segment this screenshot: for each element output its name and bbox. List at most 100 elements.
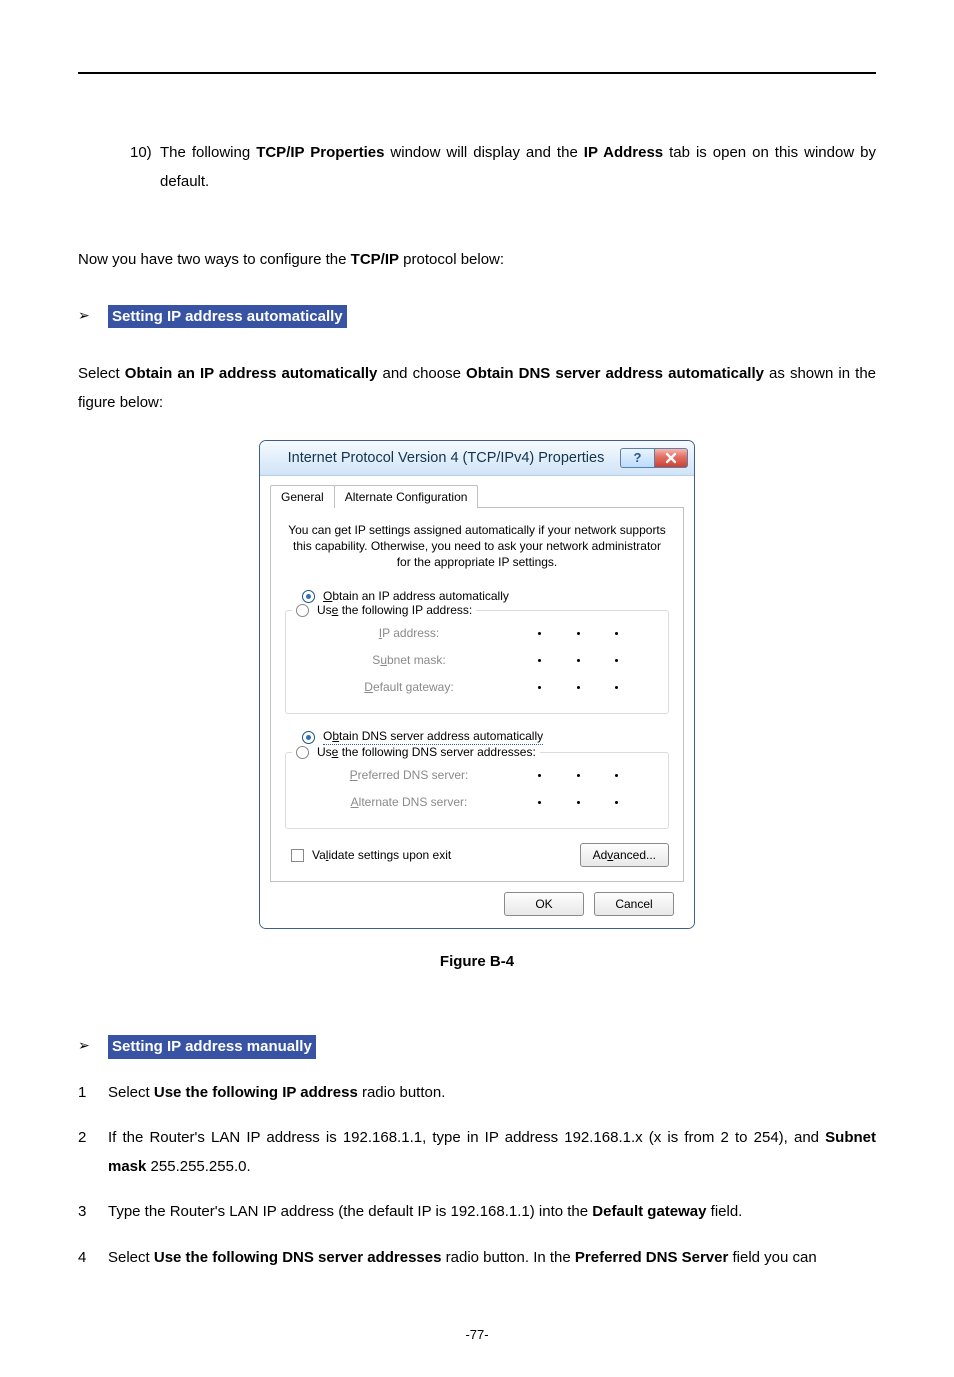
adns-input (498, 791, 658, 813)
t: the following IP address: (338, 603, 472, 617)
help-button[interactable]: ? (620, 448, 654, 468)
t: the following DNS server addresses: (338, 745, 535, 759)
radio-icon (302, 590, 315, 603)
t: P address: (382, 626, 439, 640)
tab-alternate-configuration[interactable]: Alternate Configuration (334, 485, 479, 508)
intro-para: Now you have two ways to configure the T… (78, 245, 876, 274)
t: P (350, 768, 358, 782)
chevron-icon: ➢ (78, 302, 108, 329)
t: btain an IP address automatically (332, 589, 509, 603)
step-number: 10) (130, 138, 160, 197)
radio-obtain-ip[interactable]: Obtain an IP address automatically (302, 589, 658, 603)
t: Us (317, 745, 332, 759)
t: bnet mask: (387, 653, 446, 667)
t-bold: Obtain an IP address automatically (125, 365, 378, 382)
ip-input (498, 622, 658, 644)
t: Select (108, 1084, 154, 1101)
radio-icon (302, 731, 315, 744)
t: idate settings upon exit (328, 848, 451, 862)
checkbox-validate[interactable]: Validate settings upon exit (291, 848, 451, 862)
dialog-title: Internet Protocol Version 4 (TCP/IPv4) P… (272, 450, 620, 466)
auto-para: Select Obtain an IP address automaticall… (78, 359, 876, 418)
t: O (323, 729, 332, 743)
section-badge: Setting IP address manually (108, 1035, 316, 1058)
t: A (351, 795, 359, 809)
tabs: General Alternate Configuration (270, 484, 684, 508)
t: field. (706, 1203, 742, 1220)
titlebar: Internet Protocol Version 4 (TCP/IPv4) P… (260, 441, 694, 476)
t-bold: Preferred DNS Server (575, 1249, 728, 1266)
t: O (323, 589, 332, 603)
t: Us (317, 603, 332, 617)
t: Select (108, 1249, 154, 1266)
step-10: 10) The following TCP/IP Properties wind… (130, 138, 876, 197)
t: radio button. In the (441, 1249, 574, 1266)
step-text: The following TCP/IP Properties window w… (160, 138, 876, 197)
tab-general[interactable]: General (270, 485, 335, 508)
t: u (380, 653, 387, 667)
checkbox-icon (291, 849, 304, 862)
section-manual: ➢ Setting IP address manually (78, 1032, 876, 1061)
field-preferred-dns: Preferred DNS server: (320, 764, 658, 786)
t: Now you have two ways to configure the (78, 251, 351, 268)
cancel-button[interactable]: Cancel (594, 892, 674, 916)
t: anced... (613, 848, 656, 862)
t: D (364, 680, 373, 694)
field-ip-address: IP address: (320, 622, 658, 644)
tab-panel: You can get IP settings assigned automat… (270, 508, 684, 883)
t: Type the Router's LAN IP address (the de… (108, 1203, 592, 1220)
section-auto: ➢ Setting IP address automatically (78, 302, 876, 331)
radio-use-dns[interactable]: Use the following DNS server addresses: (292, 745, 540, 759)
figure-caption: Figure B-4 (78, 947, 876, 976)
radio-icon (296, 746, 309, 759)
close-button[interactable] (654, 448, 688, 468)
advanced-button[interactable]: Advanced... (580, 843, 669, 867)
t: Select (78, 365, 125, 382)
t: The following (160, 144, 256, 161)
t: 255.255.255.0. (146, 1158, 250, 1175)
t-bold: Obtain DNS server address automatically (466, 365, 764, 382)
field-alternate-dns: Alternate DNS server: (320, 791, 658, 813)
t: If the Router's LAN IP address is 192.16… (108, 1129, 825, 1146)
t-bold: TCP/IP (351, 251, 399, 268)
tcpip-dialog: Internet Protocol Version 4 (TCP/IPv4) P… (259, 440, 695, 930)
gateway-input (498, 676, 658, 698)
step-number: 2 (78, 1123, 108, 1182)
manual-step-1: 1 Select Use the following IP address ra… (78, 1078, 876, 1107)
t: and choose (377, 365, 466, 382)
t: referred DNS server: (358, 768, 469, 782)
manual-step-2: 2 If the Router's LAN IP address is 192.… (78, 1123, 876, 1182)
t-bold: Default gateway (592, 1203, 706, 1220)
t-bold: Use the following IP address (154, 1084, 358, 1101)
field-subnet: Subnet mask: (320, 649, 658, 671)
t-bold: TCP/IP Properties (256, 144, 384, 161)
t: window will display and the (384, 144, 583, 161)
step-number: 1 (78, 1078, 108, 1107)
t: radio button. (358, 1084, 446, 1101)
radio-icon (296, 604, 309, 617)
t-bold: Use the following DNS server addresses (154, 1249, 442, 1266)
manual-step-4: 4 Select Use the following DNS server ad… (78, 1243, 876, 1272)
t: protocol below: (399, 251, 504, 268)
top-rule (78, 72, 876, 74)
t: lternate DNS server: (359, 795, 468, 809)
radio-obtain-dns[interactable]: Obtain DNS server address automatically (302, 729, 658, 745)
page-number: -77- (78, 1322, 876, 1347)
section-badge: Setting IP address automatically (108, 305, 347, 328)
pdns-input (498, 764, 658, 786)
t-bold: IP Address (584, 144, 663, 161)
field-gateway: Default gateway: (320, 676, 658, 698)
radio-use-ip[interactable]: Use the following IP address: (292, 603, 476, 617)
chevron-icon: ➢ (78, 1032, 108, 1059)
t: Va (312, 848, 326, 862)
t: Ad (593, 848, 608, 862)
manual-step-3: 3 Type the Router's LAN IP address (the … (78, 1197, 876, 1226)
close-icon (665, 452, 677, 464)
subnet-input (498, 649, 658, 671)
dialog-description: You can get IP settings assigned automat… (285, 522, 669, 571)
step-number: 4 (78, 1243, 108, 1272)
ok-button[interactable]: OK (504, 892, 584, 916)
t: efault gateway: (373, 680, 454, 694)
step-number: 3 (78, 1197, 108, 1226)
t: field you can (728, 1249, 816, 1266)
